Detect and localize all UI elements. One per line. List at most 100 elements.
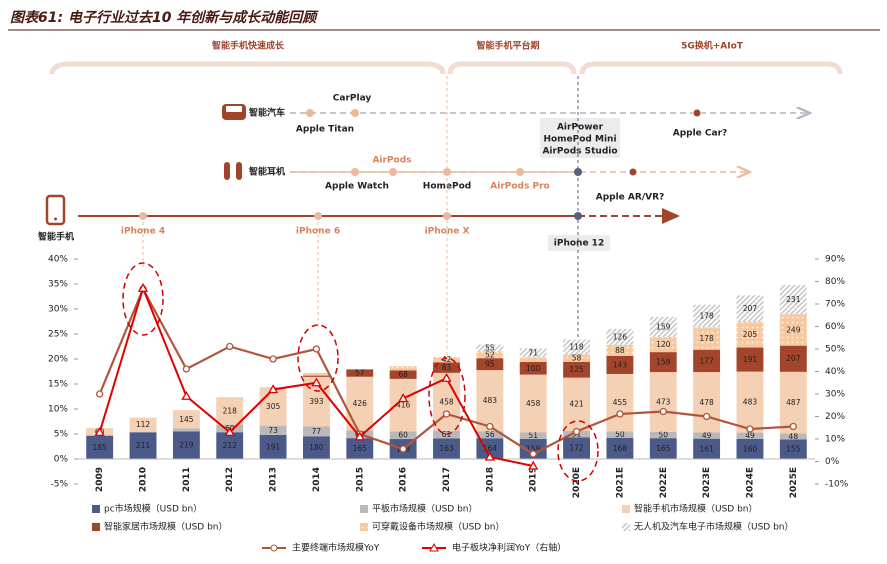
bar-value-label: 458 <box>526 399 541 408</box>
bar-segment <box>649 438 677 459</box>
bar-segment <box>693 327 721 350</box>
y2-tick-label: 60% <box>825 322 845 332</box>
bar-value-label: 158 <box>656 358 671 367</box>
line-marker <box>746 425 754 433</box>
x-tick-label: 2021E <box>615 467 625 498</box>
event-dot <box>306 109 314 117</box>
line-marker <box>484 451 495 461</box>
line-marker <box>226 342 234 351</box>
x-tick-label: 2013 <box>269 467 279 492</box>
bar-value-label: 478 <box>699 398 714 407</box>
bar-segment <box>433 362 460 373</box>
bar-value-label: 393 <box>309 397 324 406</box>
bar-segment <box>433 357 460 363</box>
event-label: iPhone 6 <box>296 227 340 237</box>
bar-segment <box>649 431 677 439</box>
event-label: iPhone 4 <box>121 227 165 237</box>
event-dot <box>314 212 322 220</box>
bar-segment <box>606 328 634 345</box>
bar-value-label: 191 <box>743 355 758 364</box>
bar-value-label: 49 <box>702 431 712 440</box>
highlight <box>122 262 164 336</box>
highlight <box>297 324 339 392</box>
bar-value-label: 95 <box>485 360 495 369</box>
bar-value-label: 159 <box>526 444 541 453</box>
bar-segment <box>649 372 677 432</box>
line-marker <box>137 282 149 292</box>
x-tick-label: 2015 <box>355 467 365 492</box>
bar-segment <box>736 438 764 459</box>
line-marker <box>486 422 494 431</box>
bar-segment <box>563 377 590 431</box>
product-box <box>540 118 620 158</box>
bar-segment <box>563 339 590 355</box>
bar-value-label: 178 <box>699 334 714 343</box>
bar-segment <box>346 369 374 377</box>
bar-segment <box>346 369 374 370</box>
bar-segment <box>736 321 764 348</box>
y2-tick-label: 90% <box>825 255 845 265</box>
bar-segment <box>303 436 330 459</box>
phase-brace <box>579 61 843 75</box>
bar-value-label: 165 <box>353 444 368 453</box>
line-marker <box>399 445 407 453</box>
line-marker <box>269 355 277 363</box>
line-marker <box>94 426 105 436</box>
bar-segment <box>779 439 807 459</box>
bar-value-label: 455 <box>613 398 628 407</box>
bar-value-label: 180 <box>309 443 324 452</box>
line-marker <box>354 431 365 441</box>
event-dot <box>692 108 702 118</box>
bar-value-label: 219 <box>179 441 194 450</box>
bar-value-label: 100 <box>526 364 541 373</box>
bar-segment <box>172 428 200 432</box>
bar-value-label: 49 <box>745 431 755 440</box>
bar-segment <box>476 344 504 352</box>
bar-segment <box>129 432 157 459</box>
y2-tick-label: 50% <box>825 345 845 355</box>
y2-tick-label: 10% <box>825 435 845 445</box>
bar-value-label: 212 <box>223 441 238 450</box>
bar-value-label: 483 <box>483 396 498 405</box>
bar-value-label: 165 <box>656 444 671 453</box>
event-dot <box>389 168 397 176</box>
bar-value-label: 421 <box>569 400 584 409</box>
legend-label: 主要终端市场规模YoY <box>292 542 380 554</box>
bar-value-label: 143 <box>613 360 628 369</box>
event-label: iPhone X <box>425 227 470 237</box>
row-label: 智能耳机 <box>249 166 285 178</box>
event-dot <box>628 167 638 177</box>
bar-value-label: 71 <box>528 348 538 357</box>
plot: -5% 0% 5% 10% 15% 20% 25% 30% 35% 40% -10% 0% 10% 20%… <box>48 255 849 554</box>
bar-segment <box>259 387 287 426</box>
legend-swatch <box>360 505 368 513</box>
line-marker <box>224 426 235 436</box>
bar-value-label: 126 <box>613 332 628 341</box>
highlight <box>428 357 466 435</box>
bar-value-label: 473 <box>656 397 671 406</box>
bar-segment <box>476 431 504 439</box>
event-dot <box>139 212 147 220</box>
bar-value-label: 83 <box>442 363 452 372</box>
bar-value-label: 160 <box>743 444 758 453</box>
bar-segment <box>649 336 677 353</box>
legend-label: pc市场规模（USD bn） <box>104 503 202 515</box>
bar-value-label: 52 <box>485 350 495 359</box>
bar-value-label: 51 <box>528 431 538 440</box>
bar-value-label: 178 <box>699 311 714 320</box>
bar-segment <box>476 358 504 371</box>
bar-segment <box>736 347 764 372</box>
line-marker <box>311 377 322 387</box>
event-label: CarPlay <box>333 94 372 104</box>
bar-segment <box>563 361 590 378</box>
bar-value-label: 155 <box>786 445 801 454</box>
y-tick-label: 20% <box>48 355 68 365</box>
line-marker <box>702 412 711 421</box>
bar-value-label: 55 <box>485 344 495 353</box>
legend-swatch <box>622 523 630 531</box>
legend-swatch <box>92 523 100 531</box>
bar-segment <box>779 345 807 372</box>
event-label: Apple AR/VR? <box>596 193 664 203</box>
